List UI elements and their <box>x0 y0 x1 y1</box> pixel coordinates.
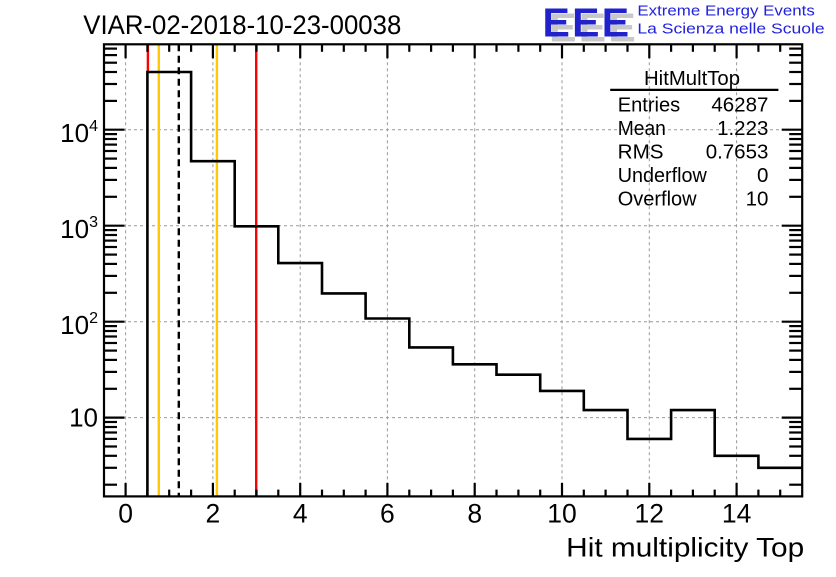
svg-text:VIAR-02-2018-10-23-00038: VIAR-02-2018-10-23-00038 <box>83 10 401 40</box>
svg-text:0.7653: 0.7653 <box>706 140 769 163</box>
svg-text:La Scienza nelle Scuole: La Scienza nelle Scuole <box>637 20 824 37</box>
svg-text:10: 10 <box>547 498 576 528</box>
svg-text:EEE: EEE <box>543 0 632 46</box>
svg-text:10: 10 <box>69 403 98 433</box>
svg-text:10: 10 <box>746 187 769 210</box>
svg-text:Hit multiplicity Top: Hit multiplicity Top <box>566 533 804 563</box>
svg-text:0: 0 <box>118 498 133 528</box>
svg-text:46287: 46287 <box>711 94 768 117</box>
svg-text:1.223: 1.223 <box>717 117 768 140</box>
svg-text:EEE: EEE <box>549 4 638 50</box>
svg-text:Extreme Energy Events: Extreme Energy Events <box>637 2 814 19</box>
svg-text:Entries: Entries <box>618 94 681 117</box>
svg-text:14: 14 <box>722 498 751 528</box>
svg-text:12: 12 <box>635 498 664 528</box>
svg-text:Underflow: Underflow <box>618 164 707 187</box>
svg-text:4: 4 <box>293 498 308 528</box>
svg-text:0: 0 <box>757 164 768 187</box>
svg-text:103: 103 <box>60 214 98 244</box>
svg-text:8: 8 <box>467 498 482 528</box>
svg-text:Overflow: Overflow <box>618 187 697 210</box>
svg-text:6: 6 <box>380 498 395 528</box>
svg-text:2: 2 <box>206 498 221 528</box>
svg-text:Mean: Mean <box>618 117 666 140</box>
svg-text:RMS: RMS <box>618 140 664 163</box>
svg-text:HitMultTop: HitMultTop <box>644 67 740 90</box>
